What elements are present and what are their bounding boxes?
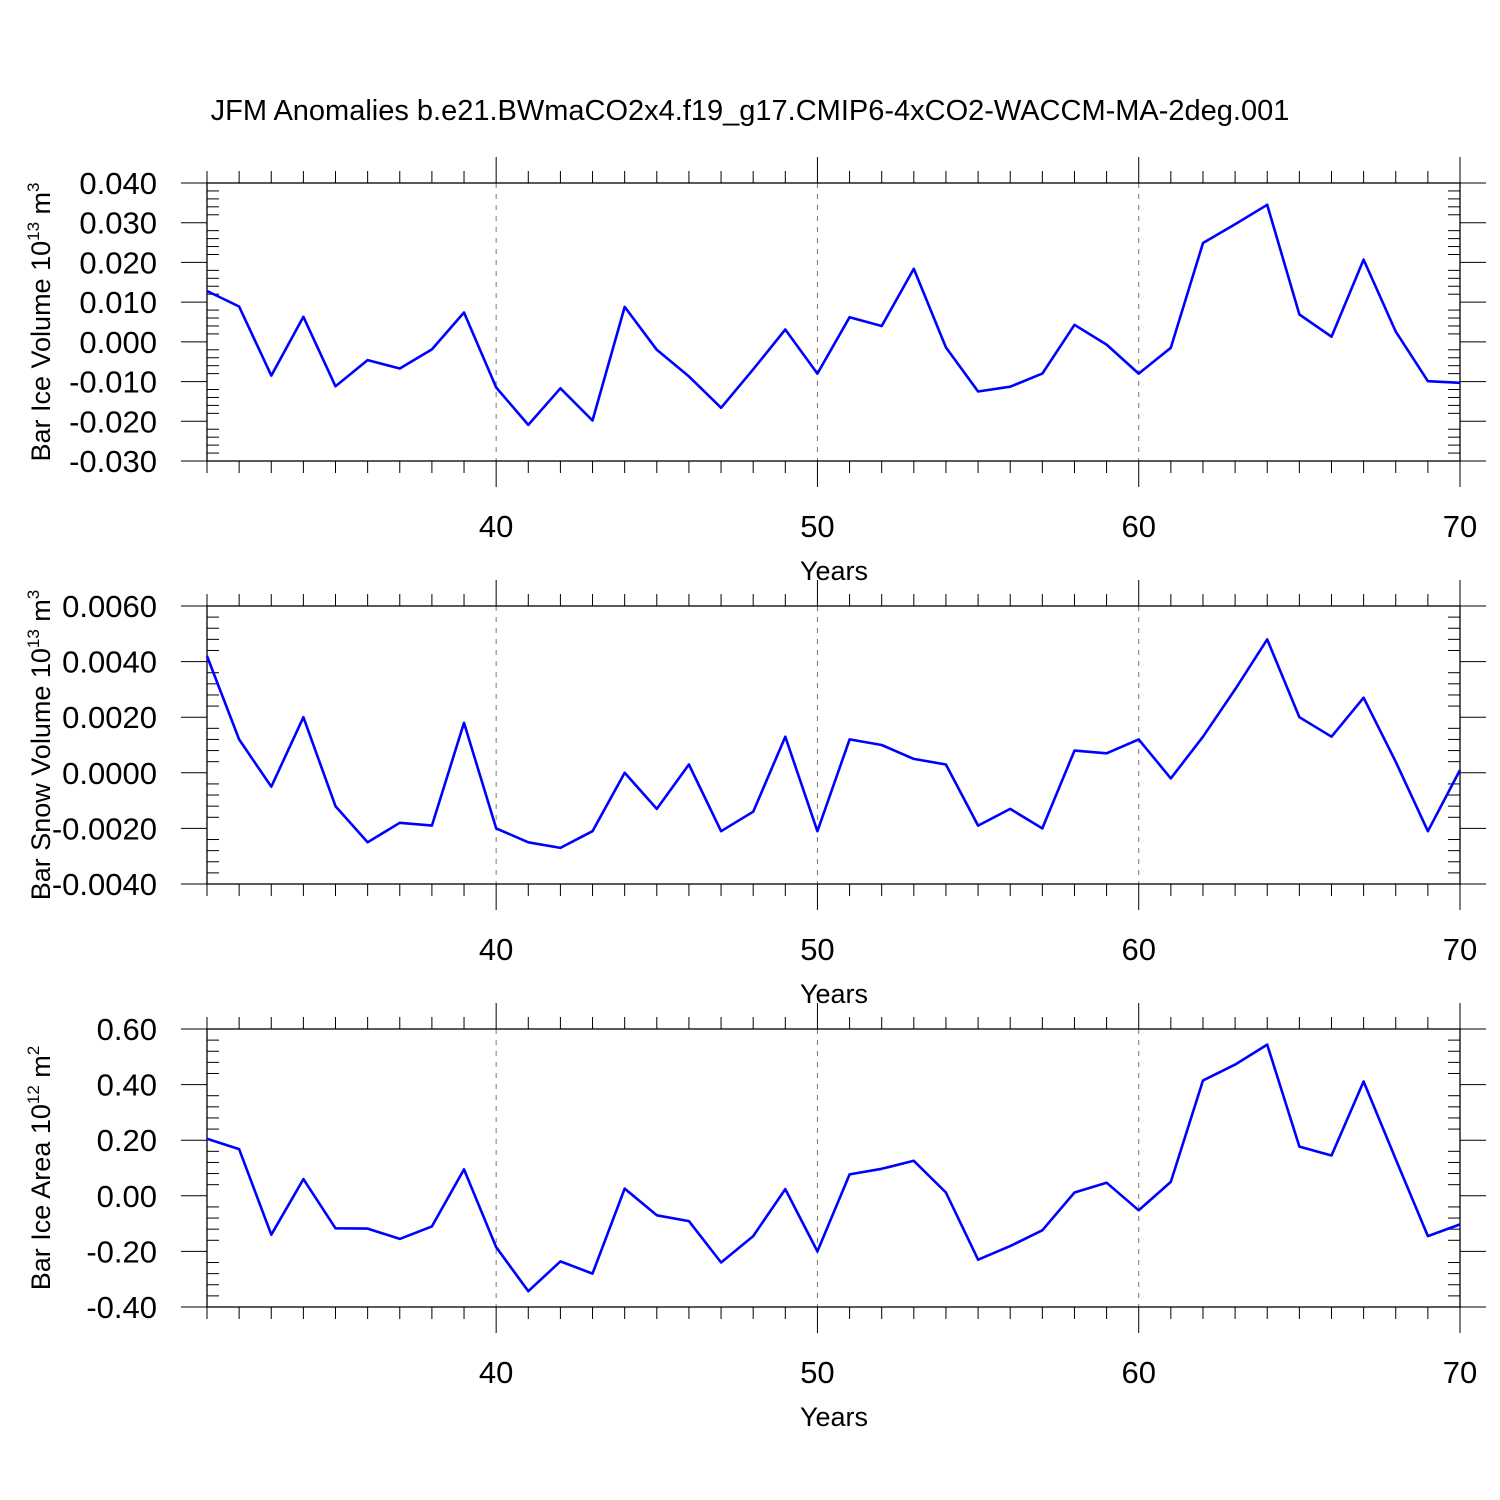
y-axis-title: Bar Ice Area 1012 m2 bbox=[24, 1046, 56, 1291]
y-axis-title-exponent: 13 bbox=[24, 629, 43, 648]
y-tick-label: -0.40 bbox=[86, 1290, 157, 1325]
y-tick-label: 0.000 bbox=[79, 325, 157, 360]
y-axis-title: Bar Ice Volume 1013 m3 bbox=[24, 182, 56, 461]
series-line bbox=[206, 203, 1461, 427]
y-tick-label: 0.030 bbox=[79, 206, 157, 241]
y-axis-title-unit-exponent: 2 bbox=[24, 1046, 43, 1055]
y-tick-label: 0.020 bbox=[79, 245, 157, 280]
panel-3: 0.60 0.40 0.20 0.00 -0.20 -0.40 40 50 60 70 Years B… bbox=[24, 1003, 1486, 1432]
x-tick-label: 70 bbox=[1443, 509, 1477, 544]
panel-2: 0.0060 0.0040 0.0020 0.0000 -0.0020 -0.0040 40… bbox=[24, 580, 1486, 1009]
figure-title: JFM Anomalies b.e21.BWmaCO2x4.f19_g17.CM… bbox=[211, 95, 1290, 127]
x-tick-label: 70 bbox=[1443, 932, 1477, 967]
x-tick-label: 50 bbox=[800, 932, 834, 967]
y-tick-label: 0.040 bbox=[79, 166, 157, 201]
x-tick-label: 60 bbox=[1121, 1355, 1155, 1390]
x-axis-title: Years bbox=[800, 1402, 868, 1432]
x-tick-label: 40 bbox=[479, 932, 513, 967]
y-tick-label: -0.20 bbox=[86, 1234, 157, 1269]
y-axis-title-unit-exponent: 3 bbox=[24, 182, 43, 191]
y-axis-title-unit: m bbox=[26, 599, 56, 629]
y-tick-label: 0.60 bbox=[97, 1012, 157, 1047]
plot-frame bbox=[206, 605, 1461, 885]
y-tick-label: 0.0000 bbox=[62, 756, 157, 791]
series-line bbox=[206, 1043, 1461, 1293]
y-tick-label: -0.0020 bbox=[52, 811, 157, 846]
x-tick-label: 40 bbox=[479, 509, 513, 544]
y-tick-label: -0.0040 bbox=[52, 867, 157, 902]
plot-frame bbox=[206, 1028, 1461, 1308]
x-axis-title: Years bbox=[800, 556, 868, 586]
y-axis-title-exponent: 12 bbox=[24, 1085, 43, 1104]
panel-1: 0.040 0.030 0.020 0.010 0.000 -0.010 -0.020 -0.… bbox=[24, 157, 1486, 586]
panels: 0.040 0.030 0.020 0.010 0.000 -0.010 -0.020 -0.… bbox=[24, 157, 1486, 1432]
x-tick-label: 40 bbox=[479, 1355, 513, 1390]
x-tick-label: 50 bbox=[800, 1355, 834, 1390]
y-axis-title: Bar Snow Volume 1013 m3 bbox=[24, 590, 56, 901]
x-axis-title: Years bbox=[800, 979, 868, 1009]
y-tick-label: -0.030 bbox=[69, 444, 157, 479]
plot-frame bbox=[206, 182, 1461, 462]
x-tick-label: 60 bbox=[1121, 932, 1155, 967]
series-line bbox=[205, 638, 1462, 850]
y-tick-label: 0.0020 bbox=[62, 700, 157, 735]
x-tick-label: 60 bbox=[1121, 509, 1155, 544]
y-tick-label: -0.020 bbox=[69, 404, 157, 439]
y-axis-title-unit-exponent: 3 bbox=[24, 590, 43, 599]
x-tick-label: 70 bbox=[1443, 1355, 1477, 1390]
y-tick-label: 0.010 bbox=[79, 285, 157, 320]
x-tick-label: 50 bbox=[800, 509, 834, 544]
y-tick-label: -0.010 bbox=[69, 365, 157, 400]
y-tick-label: 0.20 bbox=[97, 1123, 157, 1158]
y-axis-title-text: Bar Snow Volume 10 bbox=[26, 648, 56, 900]
y-axis-title-unit: m bbox=[26, 1055, 56, 1085]
y-axis-title-exponent: 13 bbox=[24, 222, 43, 241]
y-axis-title-text: Bar Ice Volume 10 bbox=[26, 241, 56, 462]
y-axis-title-unit: m bbox=[26, 192, 56, 222]
y-tick-label: 0.0060 bbox=[62, 589, 157, 624]
y-tick-label: 0.40 bbox=[97, 1068, 157, 1103]
y-tick-label: 0.00 bbox=[97, 1179, 157, 1214]
y-tick-label: 0.0040 bbox=[62, 645, 157, 680]
y-axis-title-text: Bar Ice Area 10 bbox=[26, 1104, 56, 1290]
